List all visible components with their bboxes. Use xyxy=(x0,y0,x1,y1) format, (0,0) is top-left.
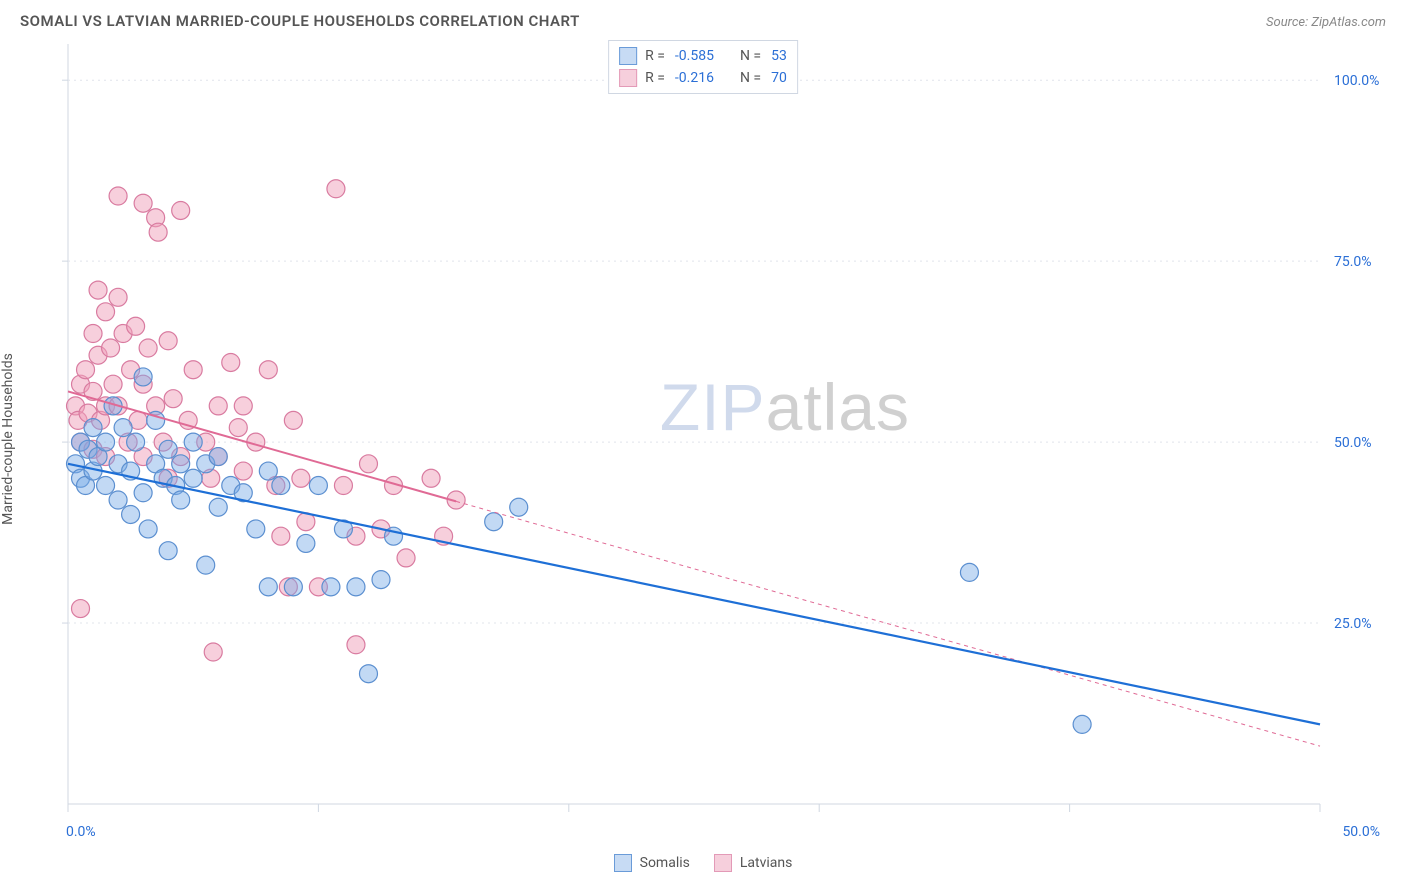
legend-swatch xyxy=(619,69,637,87)
svg-text:50.0%: 50.0% xyxy=(1334,435,1372,451)
svg-text:50.0%: 50.0% xyxy=(1342,824,1380,840)
chart-title: SOMALI VS LATVIAN MARRIED-COUPLE HOUSEHO… xyxy=(20,12,580,30)
svg-text:0.0%: 0.0% xyxy=(66,824,96,840)
series-legend: Somalis Latvians xyxy=(0,854,1406,872)
legend-item: Somalis xyxy=(614,854,690,872)
legend-swatch xyxy=(619,47,637,65)
svg-text:100.0%: 100.0% xyxy=(1334,73,1379,89)
svg-text:25.0%: 25.0% xyxy=(1334,616,1372,632)
legend-swatch xyxy=(714,854,732,872)
n-value: 53 xyxy=(771,45,787,67)
r-value: -0.585 xyxy=(675,45,714,67)
chart-header: SOMALI VS LATVIAN MARRIED-COUPLE HOUSEHO… xyxy=(0,0,1406,34)
legend-label: Latvians xyxy=(740,855,793,871)
chart-source: Source: ZipAtlas.com xyxy=(1266,15,1386,30)
n-label: N = xyxy=(740,45,761,67)
legend-item: Latvians xyxy=(714,854,793,872)
scatter-chart: 25.0% 50.0% 75.0% 100.0% 0.0% 50.0% xyxy=(20,34,1386,844)
legend-row: R = -0.585 N = 53 xyxy=(619,45,787,67)
r-value: -0.216 xyxy=(675,67,714,89)
n-label: N = xyxy=(740,67,761,89)
legend-label: Somalis xyxy=(640,855,690,871)
svg-text:75.0%: 75.0% xyxy=(1334,254,1372,270)
r-label: R = xyxy=(645,45,665,67)
r-label: R = xyxy=(645,67,665,89)
chart-container: Married-couple Households ZIPatlas 25.0%… xyxy=(20,34,1386,844)
n-value: 70 xyxy=(771,67,787,89)
legend-swatch xyxy=(614,854,632,872)
correlation-legend: R = -0.585 N = 53 R = -0.216 N = 70 xyxy=(608,40,798,94)
legend-row: R = -0.216 N = 70 xyxy=(619,67,787,89)
y-axis-label: Married-couple Households xyxy=(0,353,16,525)
